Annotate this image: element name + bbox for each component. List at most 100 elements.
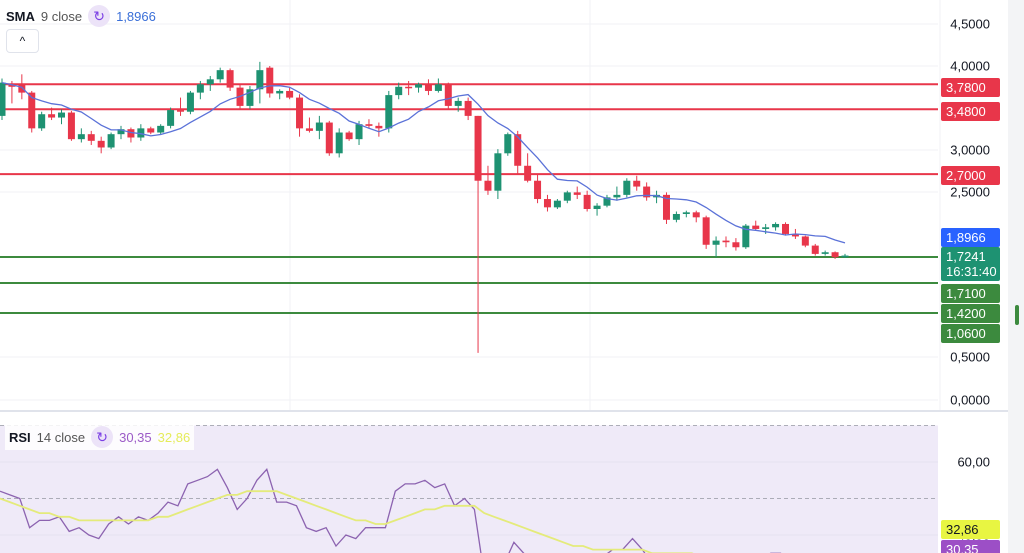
scroll-handle[interactable] [1015,305,1019,325]
candle-body [682,212,690,214]
sma-legend[interactable]: SMA 9 close ↻ 1,8966 [6,5,156,27]
rsi-params: 14 close [36,429,86,445]
candle-body [722,240,730,243]
candle-body [147,128,155,133]
candle-body [196,84,204,93]
price-axis-label: 3,0000 [950,142,990,158]
candle-body [643,186,651,198]
candle-body [315,122,323,131]
candle-body [415,84,423,88]
candle-body [524,165,532,181]
candle-body [246,89,254,106]
candle-body [375,125,383,129]
candle-body [692,212,700,218]
candle-body [752,225,760,229]
cycle-icon[interactable]: ↻ [91,426,114,448]
candle-body [494,153,502,191]
candle-body [355,124,363,140]
candle-body [8,84,16,87]
candle-body [732,242,740,248]
candle-body [543,199,551,208]
candle-body [226,70,234,88]
candle-body [791,233,799,237]
rsi-axis-label: 60,00 [957,454,990,470]
candle-body [127,129,135,138]
sma-params: 9 close [40,8,83,24]
rsi-ma-value: 32,86 [157,429,191,445]
candle-body [177,110,185,112]
candle-body [821,252,829,254]
candle-body [464,100,472,116]
candle-body [762,227,770,229]
candle-body [137,128,145,138]
price-level-tag: 1,0600 [941,324,1000,343]
candle-body [831,252,839,258]
candle-body [583,194,591,210]
candle-body [534,180,542,200]
candle-body [325,122,333,154]
price-axis-label: 0,5000 [950,349,990,365]
candle-body [305,128,313,131]
candle-body [38,114,46,129]
candle-body [474,115,482,181]
candle-body [662,194,670,220]
candle-body [0,82,6,116]
sma-name: SMA [6,8,35,24]
candle-body [395,86,403,96]
right-scroll-strip [1008,0,1024,553]
candle-body [206,79,214,85]
candle-body [613,194,621,198]
candle-body [484,180,492,191]
candle-body [504,134,512,154]
rsi-legend[interactable]: RSI 14 close ↻ 30,35 32,86 [5,424,195,450]
rsi-value-tag: 30,35 [941,540,1000,553]
candle-body [603,197,611,206]
candle-body [623,180,631,195]
candle-body [811,245,819,254]
sma-value: 1,8966 [116,8,156,24]
candle-body [801,236,809,246]
rsi-name: RSI [9,429,31,445]
candle-body [405,86,413,89]
candle-body [48,114,56,118]
candle-body [335,132,343,154]
candle-body [296,97,304,129]
candle-body [276,90,284,94]
rsi-value: 30,35 [119,429,152,445]
candle-body [117,129,125,135]
price-axis-label: 4,0000 [950,58,990,74]
price-level-tag: 1,7100 [941,284,1000,303]
candle-body [256,70,264,90]
price-level-tag: 2,7000 [941,166,1000,185]
price-level-tag: 3,7800 [941,78,1000,97]
candle-body [553,200,561,208]
candle-body [87,134,95,141]
cycle-icon[interactable]: ↻ [88,5,111,27]
candle-body [107,134,115,148]
candle-body [286,90,294,98]
price-level-tag: 1,8966 [941,228,1000,247]
candle-body [424,84,432,91]
candle-body [157,125,165,133]
chevron-up-icon: ^ [19,34,26,48]
sma-line [1,81,846,244]
candle-body [593,205,601,210]
candle-body [712,240,720,245]
candle-body [18,84,26,93]
price-axis-label: 4,5000 [950,16,990,32]
candle-body [573,192,581,195]
candle-body [186,92,194,112]
rsi-line [0,468,782,553]
candle-body [58,112,66,118]
candle-body [97,140,105,148]
candle-body [385,95,393,129]
candle-body [742,225,750,248]
candle-body [216,70,224,80]
collapse-legend-button[interactable]: ^ [6,29,39,53]
candle-body [365,124,373,126]
candle-body [514,134,522,166]
candle-body [434,84,442,91]
candle-body [781,223,789,234]
candle-body [772,223,780,228]
